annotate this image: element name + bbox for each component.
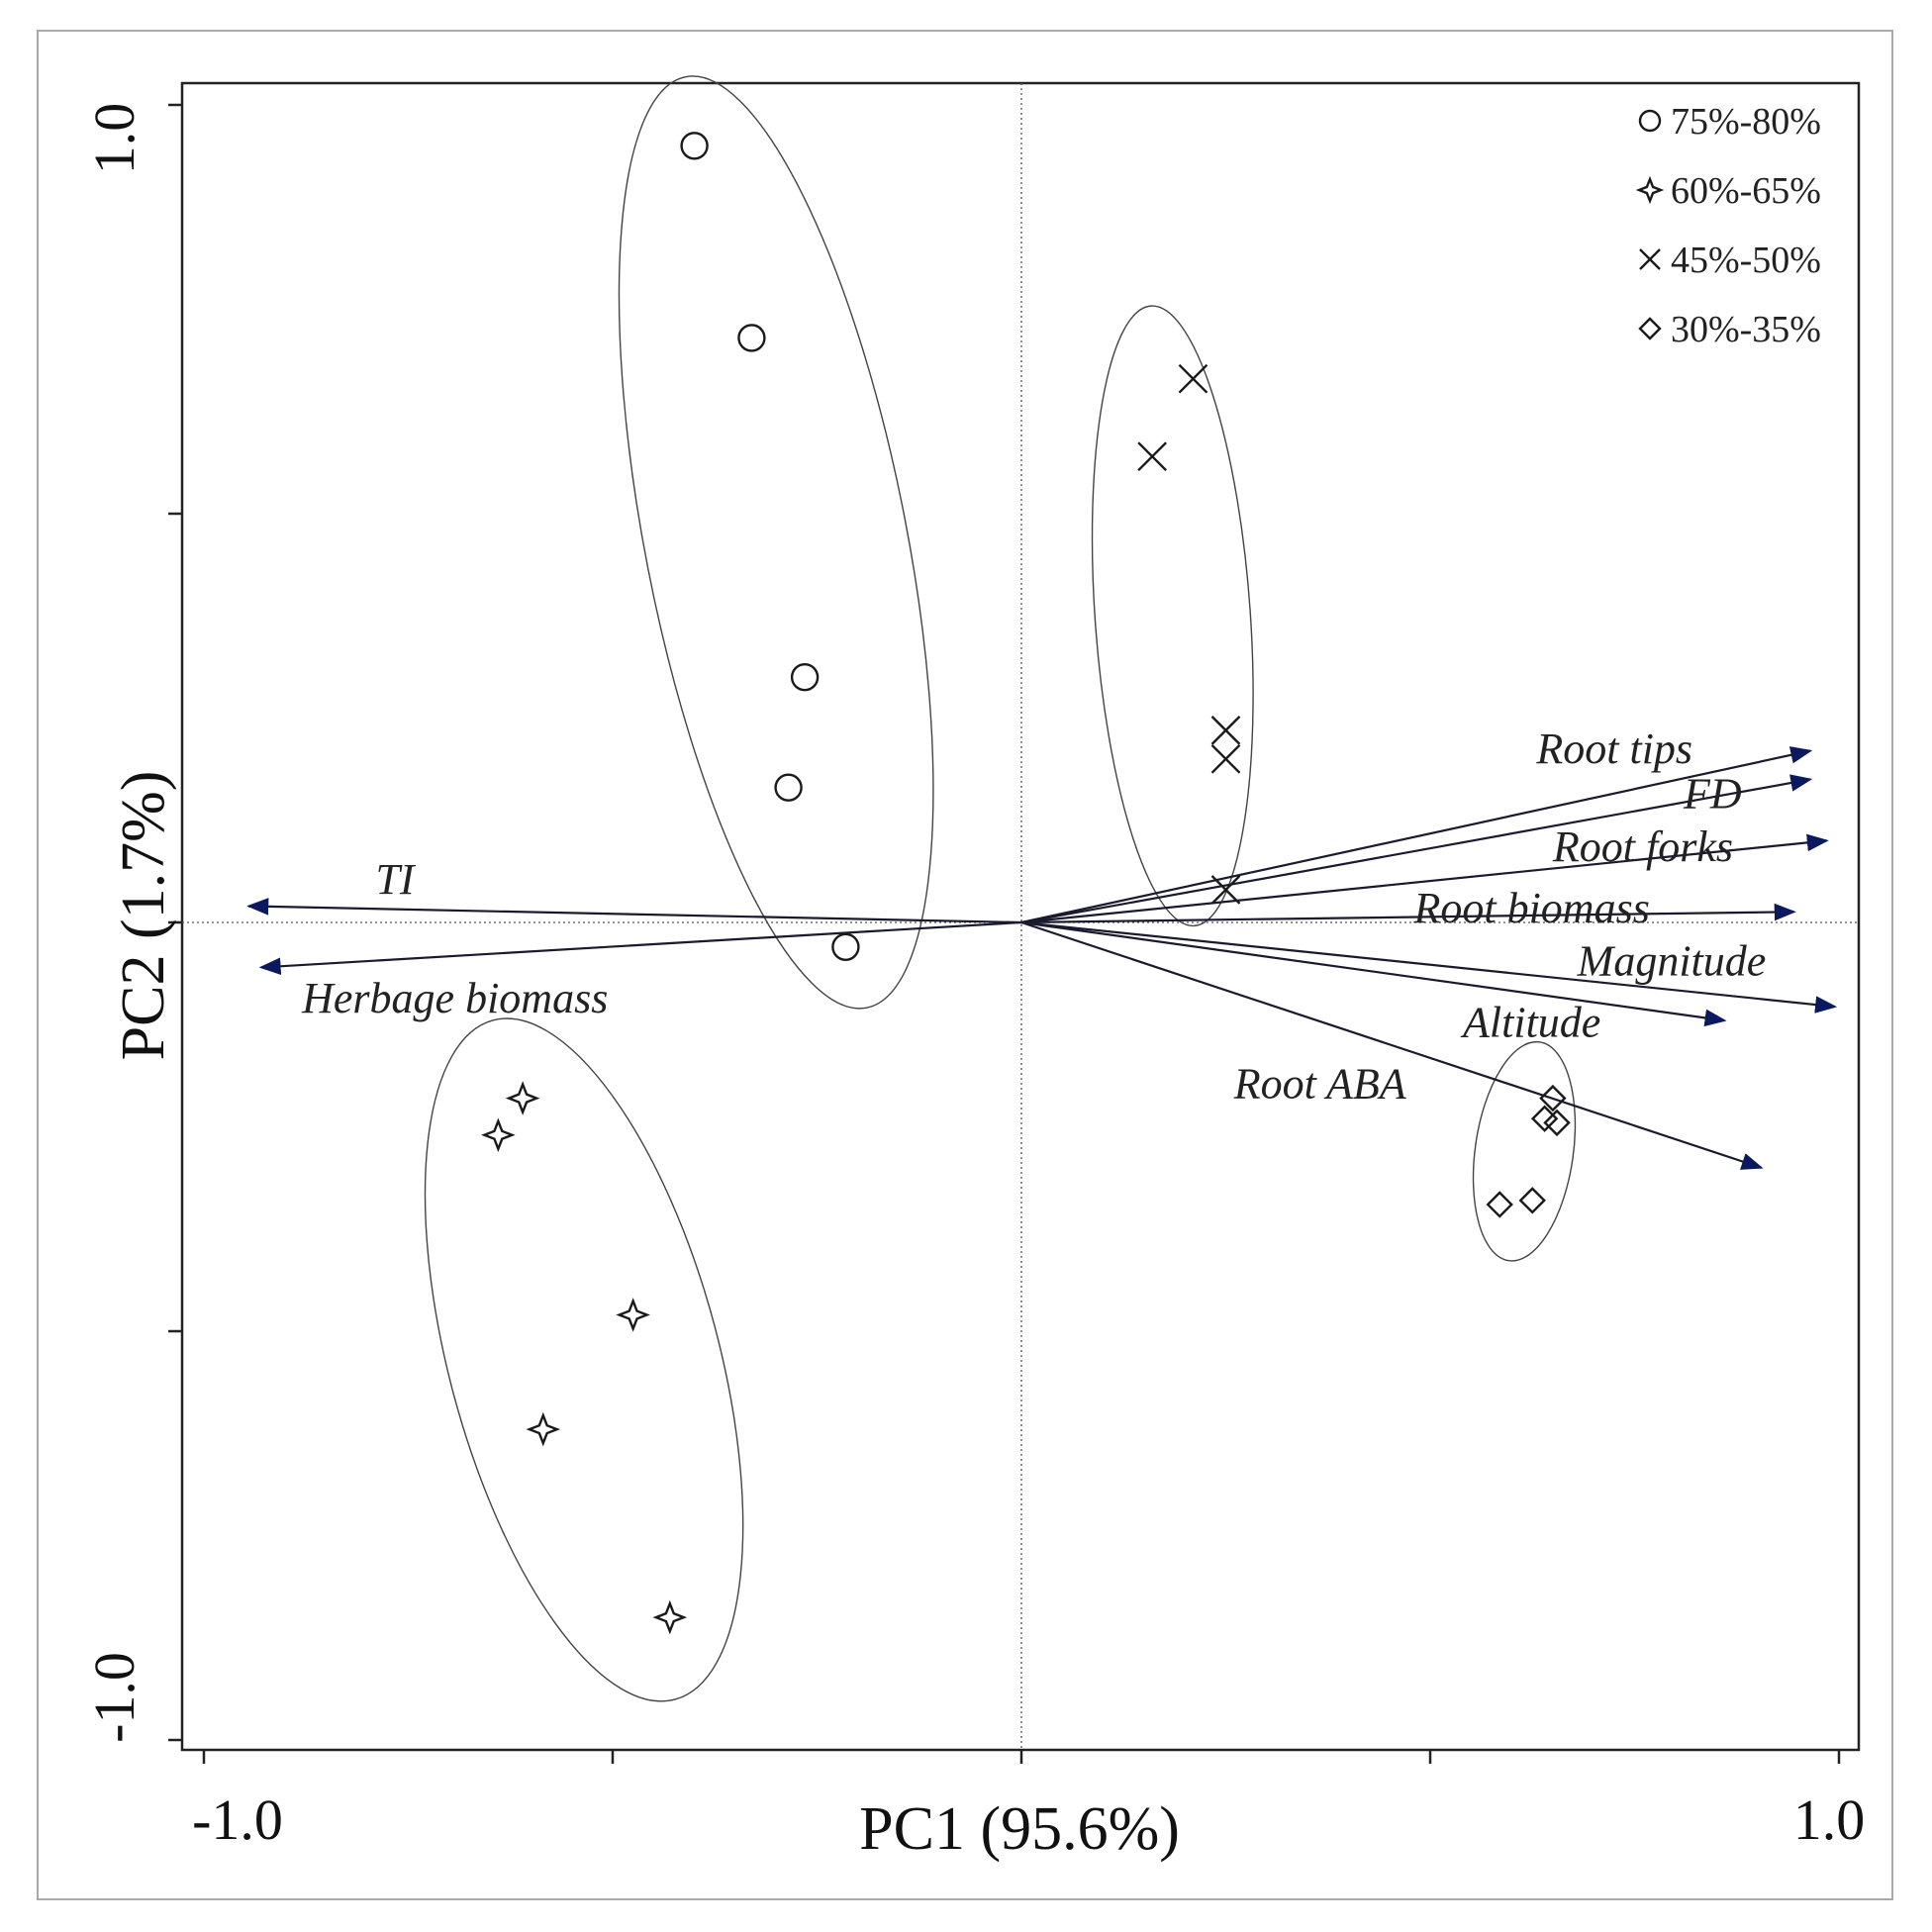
point-45-50-4: [1210, 875, 1241, 905]
vector-label-herbage-biomass: Herbage biomass: [301, 974, 608, 1022]
point-75-80-0: [680, 132, 709, 160]
legend-label-45-50: 45%-50%: [1671, 240, 1821, 281]
point-75-80-4: [831, 932, 860, 961]
ellipse-60-65: [424, 1017, 744, 1702]
point-75-80-1: [737, 324, 766, 352]
point-30-35-4: [1518, 1187, 1546, 1214]
x-tick-label-max: 1.0: [1793, 1787, 1866, 1852]
vector-label-magnitude: Magnitude: [1577, 937, 1767, 986]
legend-label-75-80: 75%-80%: [1671, 101, 1821, 143]
point-45-50-0: [1178, 363, 1208, 394]
x-axis-title: PC1 (95.6%): [859, 1795, 1180, 1863]
y-tick-label-max: 1.0: [82, 103, 146, 175]
point-45-50-1: [1137, 441, 1168, 472]
axis-ticks: [168, 103, 1841, 1764]
figure-frame: [37, 30, 1893, 1900]
point-75-80-2: [790, 663, 820, 692]
legend: 75%-80% 60%-65% 45%-50% 30%-35%: [1635, 101, 1821, 350]
point-60-65-4: [652, 1599, 688, 1635]
vector-label-fd: FD: [1683, 769, 1742, 818]
point-75-80-3: [774, 773, 803, 802]
sample-points: [481, 132, 1571, 1635]
vector-herbage-biomass: [258, 920, 1022, 976]
y-axis-title: PC2 (1.7%): [110, 771, 177, 1061]
legend-marker-75-80: [1638, 109, 1662, 133]
vector-label-root-forks: Root forks: [1552, 822, 1733, 871]
vector-fd: [1020, 774, 1813, 924]
point-30-35-0: [1539, 1084, 1567, 1112]
point-30-35-3: [1486, 1191, 1513, 1218]
legend-label-60-65: 60%-65%: [1671, 170, 1821, 212]
vector-label-root-biomass: Root biomass: [1412, 884, 1649, 932]
vector-ti: [246, 898, 1022, 924]
group-ellipses: [424, 75, 1577, 1702]
point-45-50-2: [1210, 716, 1241, 745]
point-30-35-2: [1543, 1109, 1571, 1137]
x-tick-label-min: -1.0: [192, 1787, 283, 1852]
vector-root-tips: [1020, 746, 1813, 924]
vector-magnitude: [1020, 920, 1838, 1014]
vector-label-ti: TI: [375, 855, 416, 904]
legend-label-30-35: 30%-35%: [1671, 309, 1821, 350]
vector-root-biomass: [1020, 903, 1796, 924]
vector-root-forks: [1020, 833, 1829, 924]
vector-label-altitude: Altitude: [1460, 999, 1600, 1047]
vector-root-aba: [1020, 920, 1764, 1170]
y-tick-label-min: -1.0: [82, 1652, 146, 1743]
vector-label-root-aba: Root ABA: [1233, 1060, 1407, 1109]
legend-marker-60-65: [1635, 175, 1665, 205]
point-60-65-1: [481, 1117, 516, 1153]
legend-marker-45-50: [1639, 248, 1661, 270]
legend-marker-30-35: [1638, 317, 1662, 340]
point-60-65-3: [526, 1411, 561, 1447]
ellipse-45-50: [1091, 305, 1254, 927]
point-45-50-3: [1210, 743, 1241, 774]
point-60-65-0: [505, 1081, 540, 1115]
vector-altitude: [1020, 920, 1727, 1027]
point-60-65-2: [616, 1298, 650, 1332]
ellipse-30-35: [1472, 1040, 1577, 1262]
vector-label-root-tips: Root tips: [1535, 724, 1692, 773]
ellipse-75-80: [618, 75, 934, 1010]
